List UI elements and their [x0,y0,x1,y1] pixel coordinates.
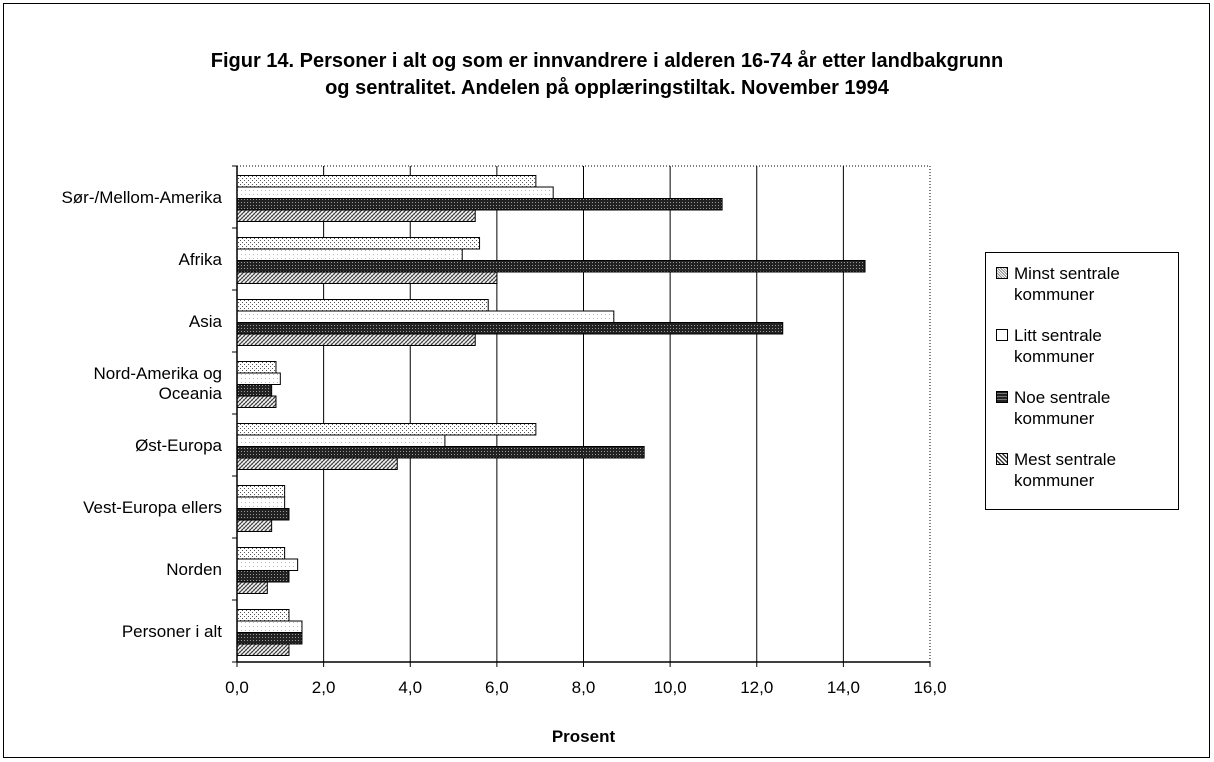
legend-swatch [996,267,1008,279]
chart-frame [3,3,1210,758]
bar [236,547,286,560]
bar [236,299,489,312]
bar [236,457,398,470]
bar [236,643,290,656]
bar [236,237,481,250]
bar-series [236,175,866,656]
bar [236,333,476,346]
legend-label: Litt sentrale kommuner [1014,326,1102,366]
bar [236,271,498,284]
axes [232,165,931,667]
legend-label: Mest sentrale kommuner [1014,450,1117,490]
x-tick-label: 10,0 [654,678,687,697]
legend-label: Minst sentrale kommuner [1014,264,1120,304]
category-label: Afrika [179,250,223,269]
x-tick-label: 6,0 [485,678,509,697]
bar [236,186,554,199]
bar [236,384,273,397]
category-label: Nord-Amerika og [94,364,223,383]
bar [236,508,290,521]
legend-swatch [996,391,1008,403]
x-tick-label: 16,0 [913,678,946,697]
category-label: Norden [166,560,222,579]
bar [236,209,476,222]
legend-label: Noe sentrale kommuner [1014,388,1111,428]
axis-labels: 0,0 2,0 4,0 6,0 8,0 10,0 12,0 14,0 16,0 Sør-/Mell… [61,188,946,746]
category-label: Asia [189,312,223,331]
x-tick-label: 2,0 [312,678,336,697]
legend: Minst sentrale kommuner Litt sentrale kommu… [985,252,1179,510]
x-axis-title: Prosent [552,727,616,746]
bar [236,248,463,261]
bar [236,620,303,633]
x-tick-label: 12,0 [740,678,773,697]
category-label: Personer i alt [122,622,222,641]
chart-title-line-2: og sentralitet. Andelen på opplæringstil… [325,77,889,99]
bar [236,310,615,323]
bar [236,372,281,385]
grid-lines [237,165,931,662]
category-label: Vest-Europa ellers [83,498,222,517]
bar [236,175,537,188]
bar [236,198,723,211]
bar [236,322,784,335]
x-tick-label: 0,0 [225,678,249,697]
bar [236,632,303,645]
bar [236,361,277,374]
x-tick-label: 14,0 [827,678,860,697]
bar [236,558,299,571]
x-tick-label: 4,0 [398,678,422,697]
legend-swatch [996,453,1008,465]
bar [236,581,268,594]
category-label: Sør-/Mellom-Amerika [61,188,222,207]
category-label: Oceania [159,384,223,403]
bar [236,485,286,498]
bar [236,519,273,532]
bar [236,423,537,436]
chart-title-line-1: Figur 14. Personer i alt og som er innva… [210,50,1004,72]
bar [236,496,286,509]
x-tick-label: 8,0 [572,678,596,697]
bar [236,609,290,622]
bar [236,570,290,583]
category-label: Øst-Europa [135,436,222,455]
bar [236,395,277,408]
bar [236,446,645,459]
bar [236,260,866,273]
bar [236,434,446,447]
legend-swatch [996,329,1008,341]
